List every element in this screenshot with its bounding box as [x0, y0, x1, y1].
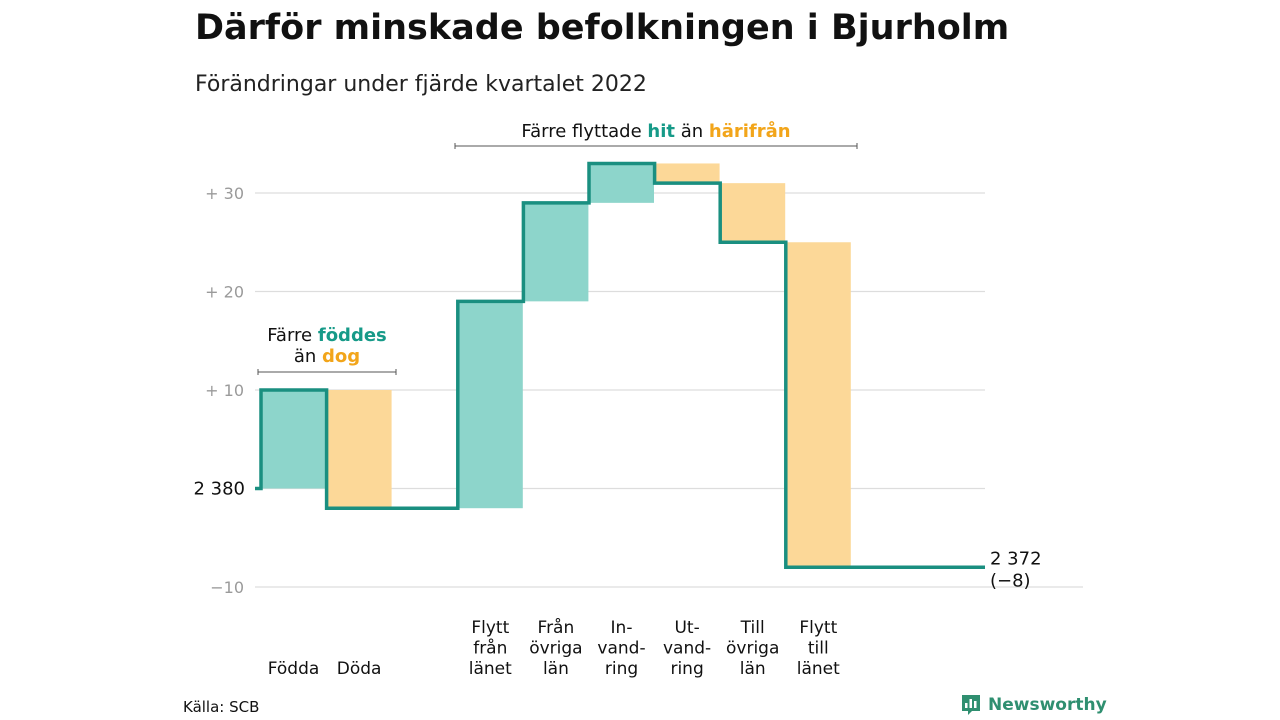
category-label: län	[543, 659, 569, 679]
start-value-label: 2 380	[193, 479, 245, 500]
y-tick-label: + 10	[205, 381, 244, 400]
category-label: Flytt	[471, 618, 509, 638]
end-value-label: 2 372	[990, 548, 1042, 569]
category-label: länet	[797, 659, 840, 679]
waterfall-bar	[785, 242, 851, 568]
y-tick-label: + 20	[205, 283, 244, 302]
y-axis-ticks: + 30 + 20 + 10 −10	[205, 184, 244, 597]
chart-subtitle: Förändringar under fjärde kvartalet 2022	[195, 72, 647, 97]
end-change-label: (−8)	[990, 570, 1031, 591]
category-labels: Födda DödaFlyttfrånlänetFrånövrigalänIn-v…	[268, 617, 840, 679]
running-total-line	[255, 161, 985, 570]
category-label: Flytt	[799, 618, 837, 638]
category-label: län	[740, 659, 766, 679]
category-label: till	[808, 639, 829, 659]
waterfall-bar	[720, 183, 786, 243]
waterfall-bar	[457, 301, 523, 509]
waterfall-bar	[523, 202, 589, 302]
category-label: Döda	[337, 659, 382, 679]
category-label: från	[473, 638, 507, 659]
category-label: Till	[740, 618, 765, 638]
migration-annotation-text: Färre flyttade hit än härifrån	[521, 120, 790, 142]
category-label: länet	[469, 659, 512, 679]
category-label: Ut-	[674, 618, 699, 638]
category-label: In-	[611, 618, 633, 638]
brand-logo: Newsworthy	[960, 693, 1107, 717]
migration-annotation-bracket	[454, 143, 858, 149]
waterfall-bar	[261, 390, 326, 489]
category-label: ring	[605, 659, 638, 679]
category-label: Födda	[268, 659, 320, 679]
category-label: övriga	[529, 639, 582, 659]
natural-change-annotation: Färre föddes än dog	[257, 325, 397, 375]
waterfall-bar	[654, 163, 720, 184]
newsworthy-logo-icon	[962, 695, 980, 715]
category-label: ring	[670, 659, 703, 679]
waterfall-bar	[326, 390, 392, 509]
category-label: vand-	[663, 639, 711, 659]
y-tick-label: −10	[210, 578, 244, 597]
natural-annotation-bracket	[257, 369, 397, 375]
chart-title: Därför minskade befolkningen i Bjurholm	[195, 8, 1010, 48]
waterfall-bar	[589, 163, 654, 203]
brand-name: Newsworthy	[988, 695, 1107, 715]
waterfall-bars	[261, 163, 851, 568]
migration-annotation: Färre flyttade hit än härifrån	[454, 120, 858, 149]
natural-annotation-line1: Färre föddes	[267, 325, 387, 346]
natural-annotation-line2: än dog	[294, 346, 360, 367]
category-label: övriga	[726, 639, 779, 659]
category-label: vand-	[597, 639, 645, 659]
category-label: Från	[538, 617, 575, 638]
source-note: Källa: SCB	[183, 698, 260, 716]
y-tick-label: + 30	[205, 184, 244, 203]
